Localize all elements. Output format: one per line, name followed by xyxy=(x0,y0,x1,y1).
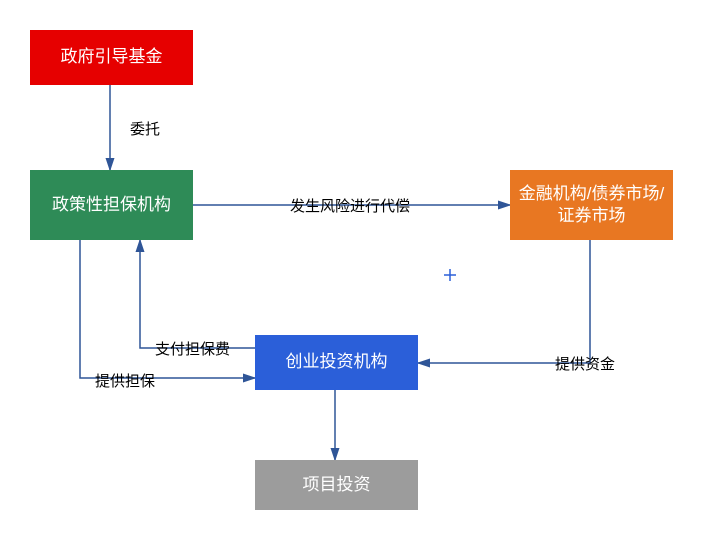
edge-finance-to-vc xyxy=(418,240,590,363)
node-finance: 金融机构/债券市场/证券市场 xyxy=(510,170,673,240)
node-vc-label: 创业投资机构 xyxy=(286,351,388,373)
edge-label-provide-guarantee: 提供担保 xyxy=(95,370,155,391)
edge-label-provide-fund: 提供资金 xyxy=(555,353,615,374)
edge-label-compensate: 发生风险进行代偿 xyxy=(290,195,410,216)
node-project: 项目投资 xyxy=(255,460,418,510)
node-gov-fund: 政府引导基金 xyxy=(30,30,193,85)
node-project-label: 项目投资 xyxy=(303,474,371,496)
cursor-cross-icon xyxy=(444,269,456,281)
node-finance-label: 金融机构/债券市场/证券市场 xyxy=(516,183,667,227)
node-vc: 创业投资机构 xyxy=(255,335,418,390)
node-guarantee: 政策性担保机构 xyxy=(30,170,193,240)
edge-label-entrust: 委托 xyxy=(130,118,160,139)
edge-vc-to-guarantee-fee xyxy=(140,240,255,348)
node-guarantee-label: 政策性担保机构 xyxy=(52,194,171,216)
node-gov-fund-label: 政府引导基金 xyxy=(61,46,163,68)
edge-label-pay-fee: 支付担保费 xyxy=(155,338,230,359)
